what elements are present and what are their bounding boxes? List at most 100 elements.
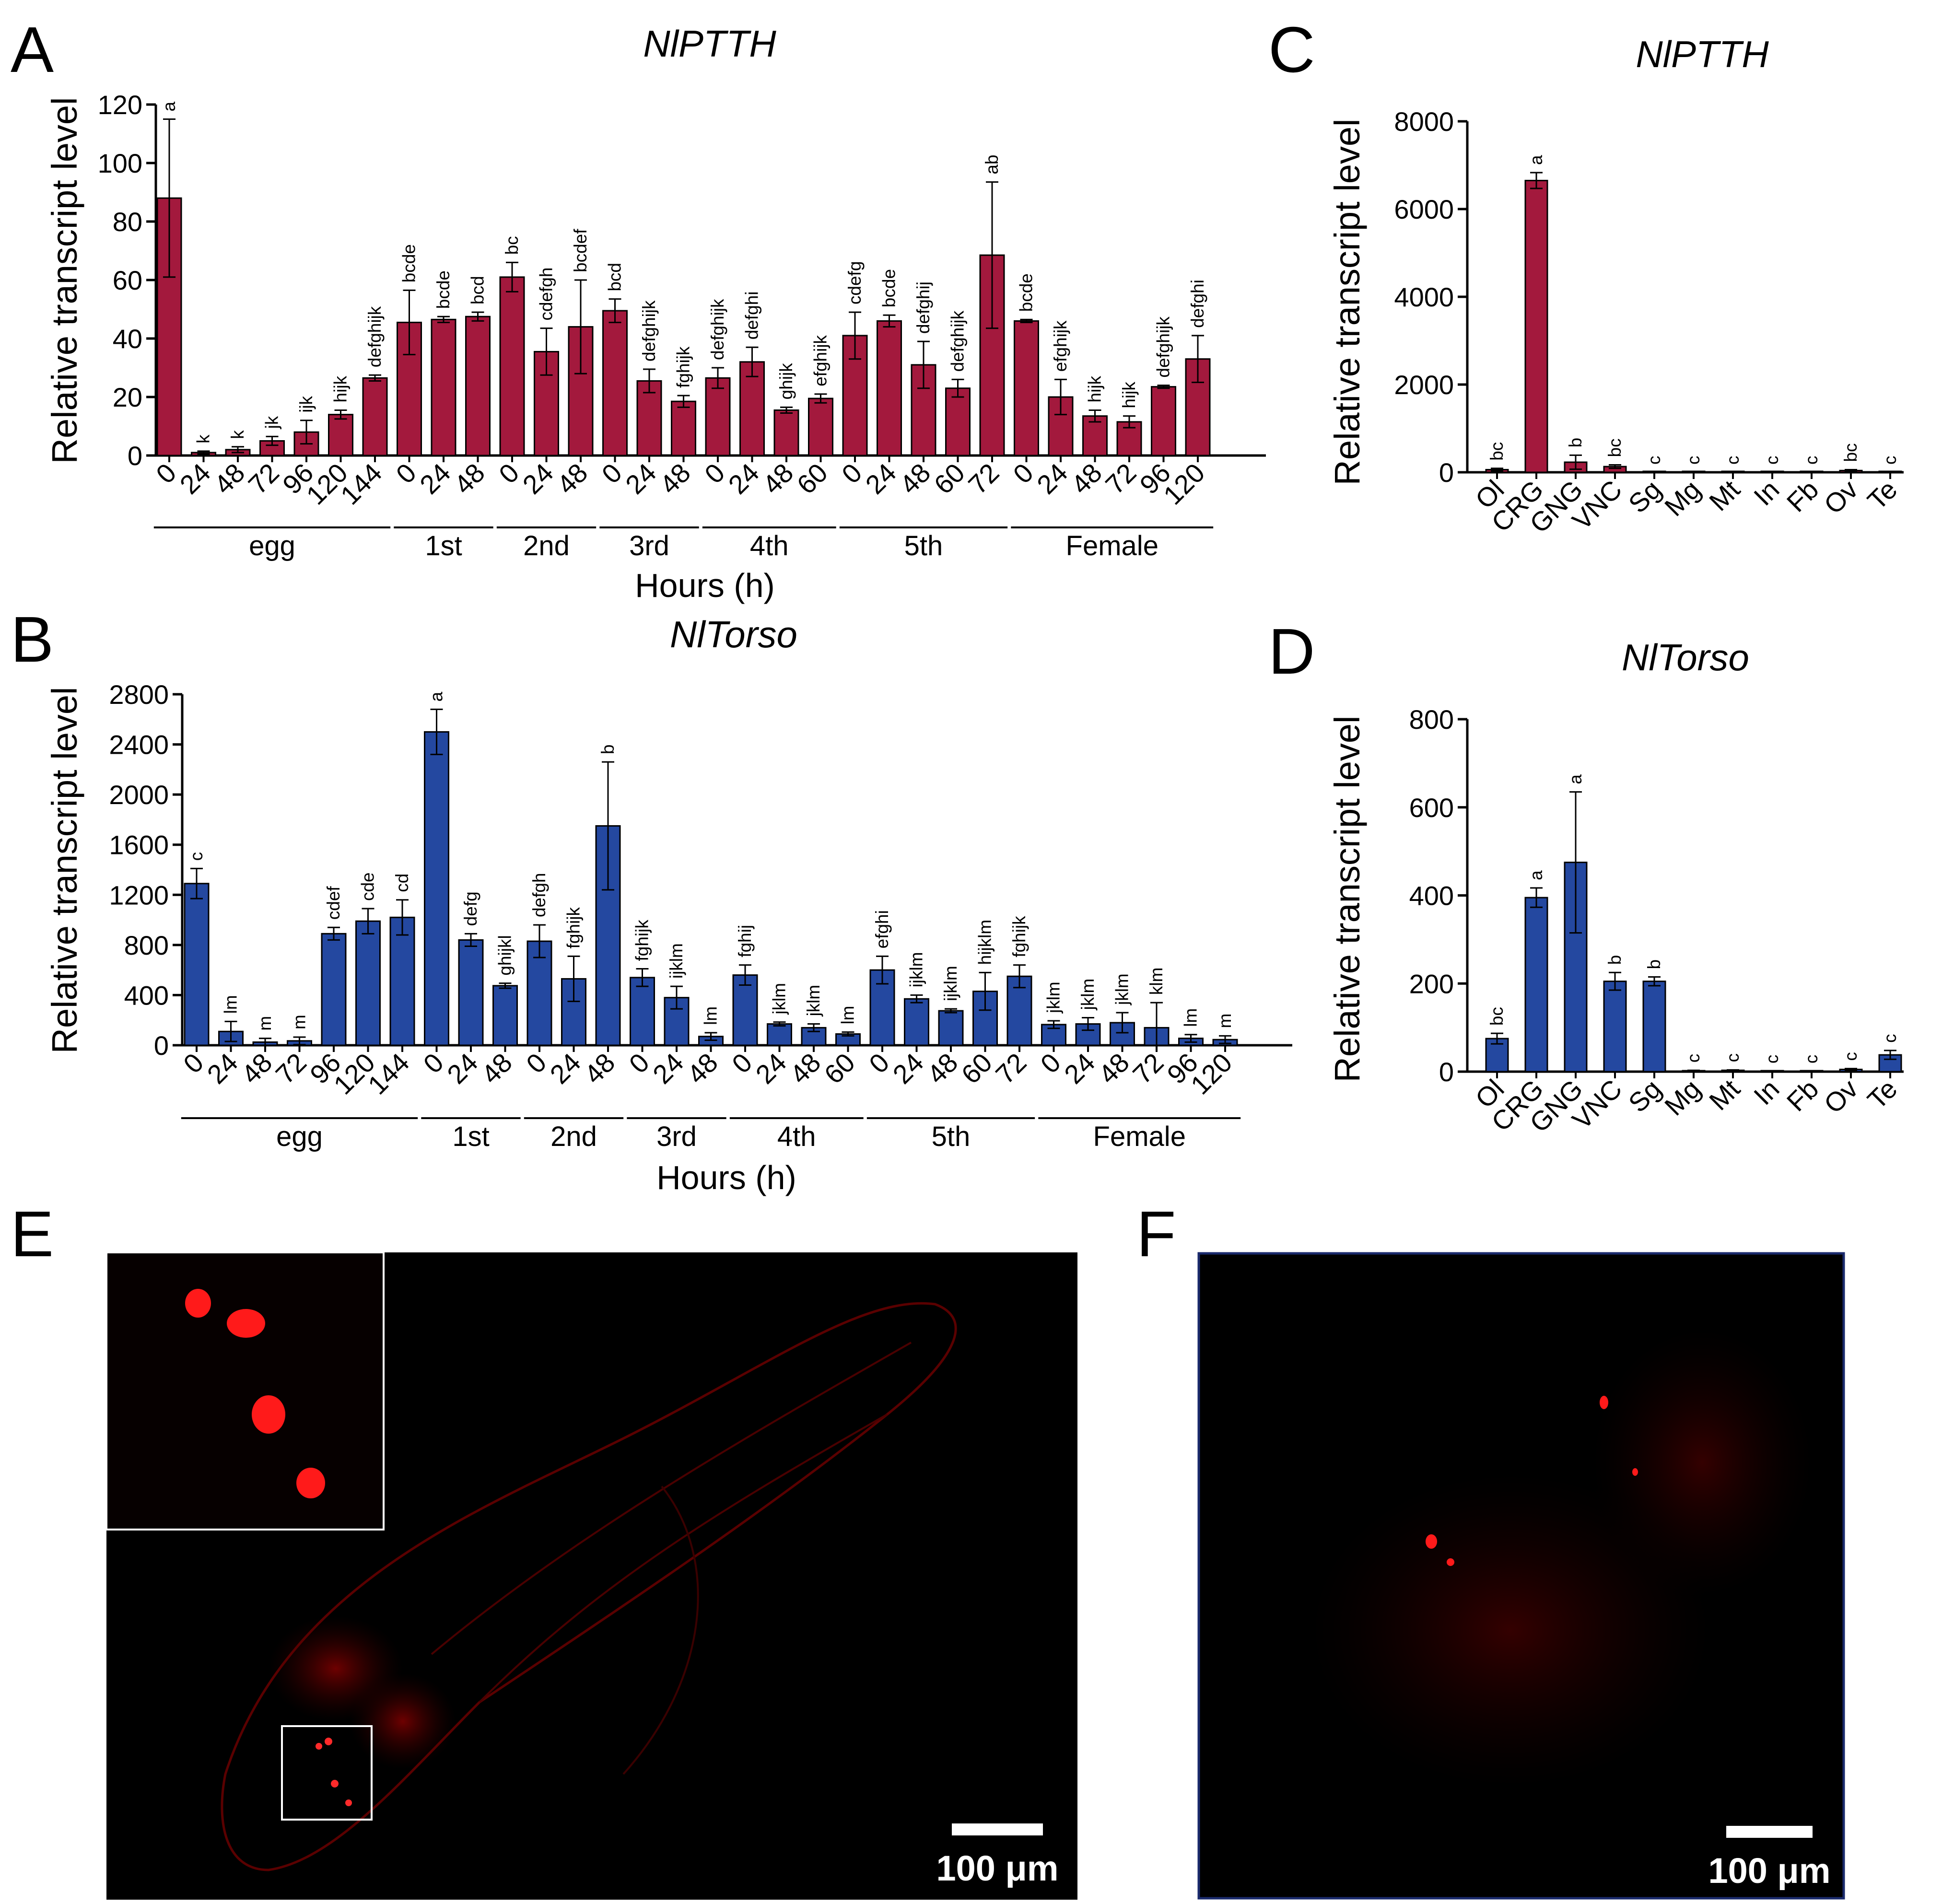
x-tick-label: 60 (818, 1047, 861, 1090)
significance-letter: cdefgh (537, 268, 556, 321)
significance-letter: c (1880, 456, 1900, 465)
bar (1603, 981, 1627, 1073)
fluorescent-cell (185, 1289, 211, 1318)
x-tick-label: Mg (1659, 474, 1707, 522)
bar (1682, 470, 1706, 473)
x-tick-label: Fb (1781, 474, 1825, 518)
y-axis-label: Relative transcript level (45, 687, 84, 1054)
significance-letter: c (1684, 456, 1703, 465)
significance-letter: defghi (1188, 280, 1207, 328)
bar (1800, 470, 1824, 473)
significance-letter: jklm (1044, 981, 1064, 1014)
y-tick-label: 80 (113, 207, 142, 237)
panel-label-f: F (1136, 1198, 1176, 1270)
x-tick-label: 0 (1034, 1047, 1066, 1079)
x-tick-label: 48 (448, 457, 491, 500)
significance-letter: b (1644, 959, 1664, 970)
x-tick-label: In (1748, 474, 1785, 512)
group-label: Female (1066, 530, 1158, 561)
x-tick-label: 0 (863, 1047, 895, 1079)
bar (877, 320, 902, 456)
bar (362, 377, 388, 456)
tissue-fiber (479, 1413, 888, 1703)
significance-letter: b (1566, 438, 1585, 448)
fluorescent-cell (1426, 1534, 1437, 1549)
significance-letter: c (1762, 1055, 1782, 1064)
bar (465, 315, 491, 456)
significance-letter: b (598, 745, 618, 755)
fluorescent-cell (325, 1738, 332, 1745)
y-tick-label: 0 (128, 441, 142, 471)
bar (1014, 320, 1039, 456)
x-tick-label: 0 (726, 1047, 758, 1079)
tissue-fiber (622, 1485, 699, 1775)
y-tick-label: 2400 (109, 730, 169, 760)
significance-letter: ijklm (907, 952, 926, 987)
bar (184, 883, 210, 1046)
x-tick-label: Ov (1818, 1074, 1863, 1119)
bar (1524, 897, 1548, 1073)
x-tick-label: 144 (335, 457, 388, 511)
significance-letter: defghi (742, 291, 762, 339)
significance-letter: defgh (529, 873, 549, 917)
fluorescent-cell (227, 1309, 265, 1338)
y-tick-label: 40 (113, 324, 142, 354)
micrograph-e: 100 μm (105, 1251, 1077, 1900)
significance-letter: bc (1487, 442, 1507, 461)
significance-letter: hijk (1085, 375, 1105, 402)
significance-letter: defghijk (1154, 316, 1173, 378)
group-label: 1st (425, 530, 462, 561)
significance-letter: bcdef (571, 229, 590, 272)
significance-letter: c (1802, 456, 1821, 465)
x-tick-label: 48 (475, 1047, 518, 1090)
y-tick-label: 0 (1439, 1057, 1454, 1087)
significance-letter: bcde (1017, 273, 1036, 312)
panel-label-c: C (1268, 13, 1315, 86)
x-tick-label: Sg (1623, 474, 1667, 519)
scale-bar-e-label: 100 μm (936, 1848, 1058, 1888)
significance-letter: klm (1147, 968, 1166, 995)
significance-letter: lm (838, 1006, 858, 1025)
y-axis-label: Relative transcript level (45, 97, 84, 464)
significance-letter: ab (982, 154, 1002, 174)
bar (1524, 180, 1548, 473)
fluorescent-cell (1447, 1558, 1454, 1566)
significance-letter: ijk (296, 396, 316, 412)
significance-letter: jklm (770, 983, 789, 1015)
chart-d-tissue-torso: NlTorso Relative transcript level 0 200 400 6… (1327, 636, 1904, 1138)
inset-selection-box (281, 1725, 373, 1821)
significance-letter: c (187, 852, 206, 861)
x-tick-label: Fb (1781, 1074, 1825, 1117)
y-tick-label: 400 (124, 980, 169, 1010)
y-tick-label: 6000 (1394, 194, 1454, 224)
significance-letter: bc (1605, 438, 1625, 457)
fluorescent-cell (345, 1799, 352, 1806)
significance-letter: m (255, 1016, 275, 1031)
bar (739, 361, 765, 456)
x-tick-label: 0 (493, 457, 525, 490)
fluorescent-cell (296, 1468, 325, 1498)
fluorescent-cell (331, 1780, 339, 1787)
y-tick-label: 2000 (109, 780, 169, 810)
bar (424, 731, 449, 1046)
x-tick-label: 0 (836, 457, 868, 490)
significance-letter: jklm (1078, 979, 1098, 1011)
x-tick-label: 0 (596, 457, 628, 490)
bar (602, 310, 628, 456)
significance-letter: a (1526, 155, 1546, 165)
significance-letter: jk (262, 416, 282, 429)
group-label: 1st (452, 1121, 489, 1152)
significance-letter: c (1684, 1054, 1703, 1063)
significance-letter: bc (502, 236, 522, 255)
bar (527, 940, 552, 1046)
group-label: 4th (777, 1121, 816, 1152)
tissue-glow (1309, 1472, 1712, 1788)
x-axis-label: Hours (h) (635, 567, 775, 604)
bar (321, 933, 347, 1046)
scale-bar-f (1726, 1826, 1813, 1838)
y-tick-label: 100 (98, 148, 142, 178)
x-tick-label: Mt (1703, 474, 1746, 517)
tissue-outline (221, 1302, 957, 1871)
significance-letter: ijklm (667, 943, 686, 979)
x-tick-label: 48 (578, 1047, 621, 1090)
